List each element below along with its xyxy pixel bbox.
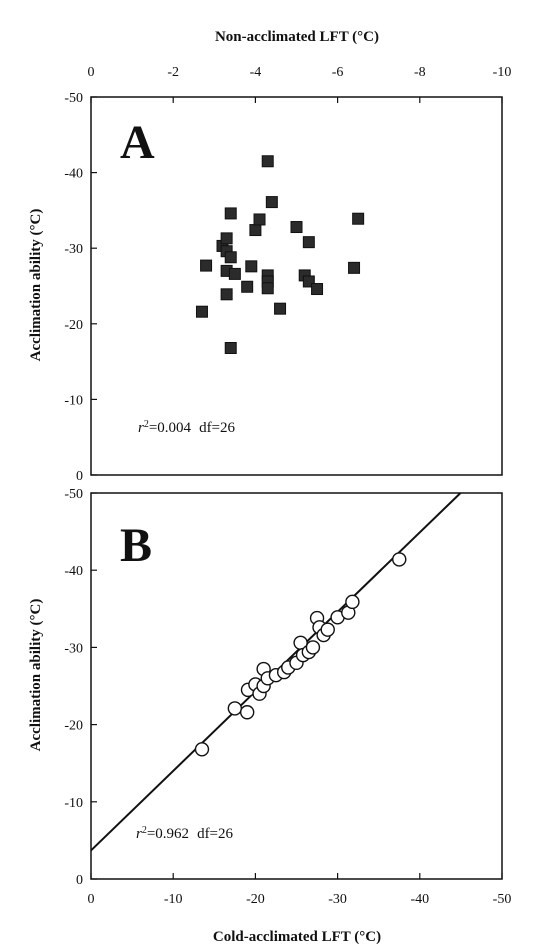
panel-a-data-point (224, 251, 237, 264)
panel-a-top-tick-label: -8 (414, 65, 426, 80)
panel-a-data-point (220, 232, 233, 245)
panel-a-y-tick-label: 0 (76, 469, 83, 484)
panel-a: Non-acclimated LFT (°C) 0 -2 -4 -6 -8 -10 Acc… (28, 29, 511, 484)
panel-a-y-tick-labels: 0 -10 -20 -30 -40 -50 (64, 91, 83, 484)
panel-a-data-point (249, 224, 262, 237)
panel-b-y-tick-label: -50 (64, 487, 83, 502)
panel-a-y-tick-label: -30 (64, 242, 83, 257)
panel-a-r2-annotation: r2=0.004 df=26 (138, 419, 236, 437)
panel-a-data-point (302, 236, 315, 249)
panel-a-top-tick-label: 0 (88, 65, 95, 80)
panel-a-top-tick-label: -6 (332, 65, 344, 80)
panel-a-top-tick-label: -2 (167, 65, 179, 80)
panel-b-y-axis-title: Acclimation ability (°C) (28, 599, 44, 752)
panel-b-x-tick-label: -50 (493, 892, 512, 907)
panel-b-points (194, 552, 407, 757)
panel-b-y-tick-labels: 0 -10 -20 -30 -40 -50 (64, 487, 83, 888)
panel-a-points (195, 155, 365, 354)
panel-a-y-axis-title: Acclimation ability (°C) (28, 209, 44, 362)
panel-a-data-point (348, 261, 361, 274)
panel-a-r2-value: =0.004 (149, 420, 192, 436)
panel-a-data-point (290, 221, 303, 234)
panel-a-data-point (261, 282, 274, 295)
panel-a-r2-superscript: 2 (144, 419, 149, 430)
panel-b-data-point (239, 705, 255, 720)
panel-a-data-point (241, 280, 254, 293)
panel-b-plot-frame (90, 492, 503, 880)
panel-b-data-point (392, 552, 407, 567)
panel-b-x-tick-label: -20 (246, 892, 265, 907)
panel-a-r2-symbol: r (138, 420, 144, 436)
panel-b-x-tick-label: -40 (410, 892, 429, 907)
panel-b-x-tick-label: -30 (328, 892, 347, 907)
panel-a-letter: A (120, 116, 155, 169)
panel-b-y-tick-label: -10 (64, 796, 83, 811)
panel-a-tick-marks (90, 96, 503, 476)
panel-b-y-tick-label: -20 (64, 719, 83, 734)
panel-a-data-point (261, 155, 274, 168)
panel-b-data-point (194, 742, 210, 757)
panel-a-data-point (228, 267, 241, 280)
panel-b: Acclimation ability (°C) 0 -10 -20 -30 -40 -5… (28, 487, 511, 945)
panel-a-y-tick-label: -40 (64, 167, 83, 182)
panel-a-data-point (253, 213, 266, 226)
panel-a-data-point (311, 283, 324, 296)
panel-a-y-tick-label: -10 (64, 393, 83, 408)
panel-b-x-tick-labels: 0 -10 -20 -30 -40 -50 (88, 892, 512, 907)
panel-b-tick-marks (90, 492, 503, 880)
panel-b-x-axis-title: Cold-acclimated LFT (°C) (213, 929, 381, 945)
panel-b-r2-annotation: r2=0.962 df=26 (136, 825, 234, 843)
panel-a-data-point (274, 302, 287, 315)
panel-b-letter: B (120, 519, 152, 572)
panel-b-df: df=26 (197, 826, 233, 842)
panel-a-data-point (224, 207, 237, 220)
panel-a-y-tick-label: -20 (64, 318, 83, 333)
panel-b-r2-symbol: r (136, 826, 142, 842)
panel-a-top-tick-label: -4 (250, 65, 262, 80)
panel-b-x-tick-label: 0 (88, 892, 95, 907)
panel-a-top-tick-label: -10 (493, 65, 512, 80)
panel-b-data-point (227, 701, 243, 716)
panel-a-top-tick-labels: 0 -2 -4 -6 -8 -10 (88, 65, 512, 80)
panel-a-data-point (195, 305, 208, 318)
panel-a-data-point (265, 196, 278, 209)
panel-b-data-point (345, 594, 360, 610)
panel-a-data-point (352, 212, 365, 225)
panel-a-data-point (302, 275, 315, 288)
panel-b-y-tick-label: -40 (64, 564, 83, 579)
panel-a-df: df=26 (199, 420, 235, 436)
panel-a-y-tick-label: -50 (64, 91, 83, 106)
panel-b-y-tick-label: 0 (76, 873, 83, 888)
panel-a-top-axis-title: Non-acclimated LFT (°C) (215, 29, 379, 45)
panel-a-data-point (224, 341, 237, 354)
panel-a-data-point (200, 259, 213, 272)
panel-b-r2-value: =0.962 (147, 826, 189, 842)
panel-b-x-tick-label: -10 (164, 892, 183, 907)
panel-b-r2-superscript: 2 (142, 825, 147, 836)
panel-a-data-point (245, 260, 258, 273)
panel-b-y-tick-label: -30 (64, 641, 83, 656)
panel-b-data-point (305, 640, 321, 655)
panel-a-plot-frame (90, 96, 503, 476)
panel-b-data-point (320, 622, 335, 637)
panel-a-data-point (220, 288, 233, 301)
